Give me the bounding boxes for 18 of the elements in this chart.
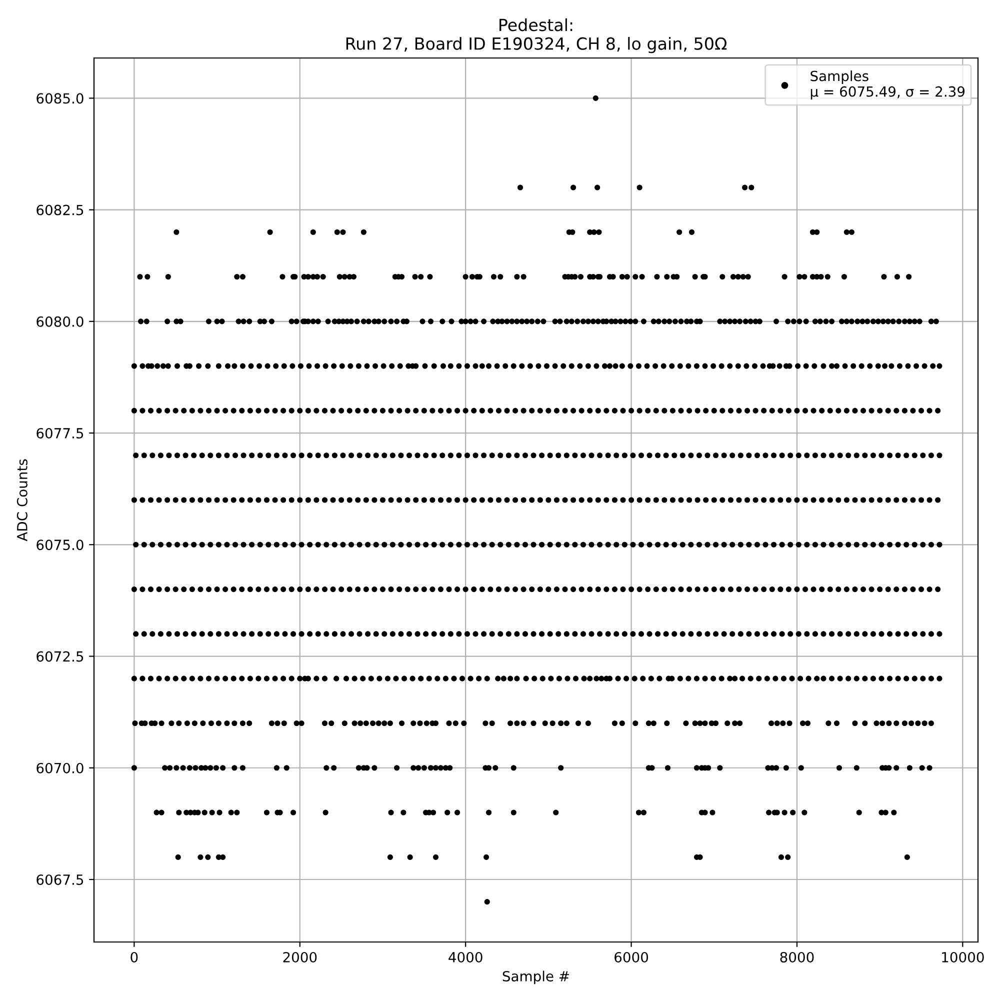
y-axis-title: ADC Counts	[16, 459, 28, 542]
x-tick-label: 8000	[780, 952, 814, 962]
y-tick-label: 6080.0	[36, 316, 84, 327]
y-tick-label: 6070.0	[36, 762, 84, 774]
legend-label: Samples μ = 6075.49, σ = 2.39	[810, 70, 965, 100]
x-tick-label: 10000	[942, 952, 984, 962]
y-tick-label: 6082.5	[36, 204, 84, 216]
x-tick-label: 6000	[614, 952, 648, 962]
x-tick-label: 2000	[283, 952, 317, 962]
x-tick-label: 0	[130, 952, 138, 962]
y-tick-label: 6075.0	[36, 540, 84, 550]
y-tick-label: 6067.5	[36, 874, 84, 885]
x-axis-title: Sample #	[502, 970, 569, 984]
y-tick-label: 6077.5	[36, 428, 84, 439]
chart-title: Pedestal: Run 27, Board ID E190324, CH 8, lo gain, 50Ω	[346, 18, 727, 54]
y-tick-label: 6085.0	[36, 93, 84, 104]
y-tick-label: 6072.5	[36, 651, 84, 662]
x-tick-label: 4000	[448, 952, 482, 962]
